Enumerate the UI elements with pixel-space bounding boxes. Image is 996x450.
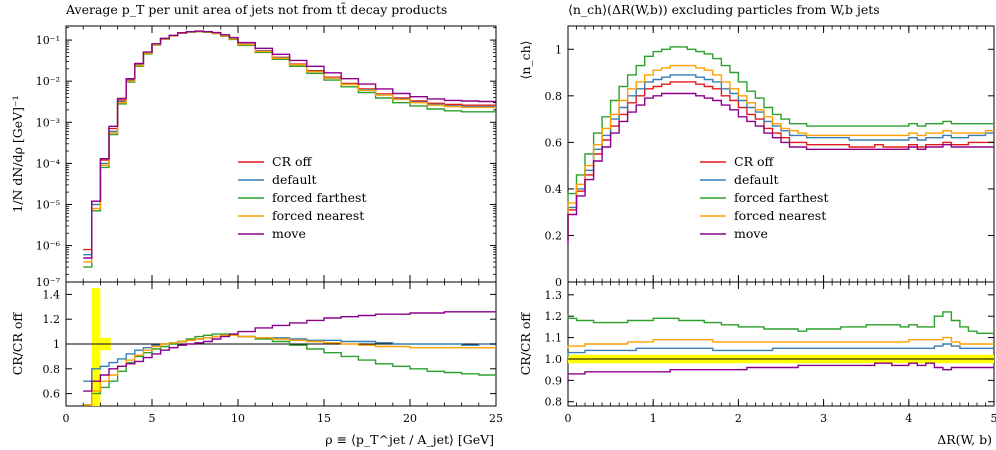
left-legend-label-forced-farthest: forced farthest	[272, 190, 366, 205]
right-main-ytick-label: 0	[555, 276, 562, 289]
right-ratio-xtick-label: 0	[565, 412, 572, 425]
left-ratio-xlabel: ρ ≡ ⟨p_T^jet / A_jet⟩ [GeV]	[325, 432, 494, 447]
right-ratio-panel: 0.8 0.9 1.0 1.1 1.2 1.3 0 1 2 3 4 5 CR/CR off ΔR(W,…	[518, 281, 996, 447]
right-ratio-series-default	[567, 343, 994, 357]
left-legend-label-forced-nearest: forced nearest	[272, 208, 364, 223]
right-ratio-xtick-label: 1	[650, 412, 657, 425]
left-main-ytick-label: 10⁻⁵	[36, 198, 60, 211]
right-ratio-xlabel: ΔR(W, b)	[937, 432, 992, 447]
right-main-ytick-label: 0.6	[545, 136, 563, 149]
right-ratio-xtick-label: 3	[820, 412, 827, 425]
right-ratio-ytick-label: 0.9	[545, 374, 563, 387]
left-main-ytick-label: 10⁻¹	[36, 34, 60, 47]
left-ratio-ytick-label: 1	[53, 338, 60, 351]
right-ratio-ylabel: CR/CR off	[518, 312, 533, 376]
left-ratio-ytick-label: 1.4	[43, 288, 61, 301]
right-ratio-ytick-label: 1.0	[545, 353, 563, 366]
right-title: ⟨n_ch⟩(ΔR(W,b)) excluding particles from…	[568, 2, 880, 17]
right-ratio-xtick-label: 2	[735, 412, 742, 425]
right-main-series-move	[567, 92, 994, 245]
right-legend-label-cr-off: CR off	[734, 154, 774, 169]
right-main-series-forced-farthest	[567, 46, 994, 234]
right-main-ylabel: ⟨n_ch⟩	[518, 40, 533, 79]
left-ratio-ytick-label: 0.6	[43, 388, 61, 401]
left-main-ytick-label: 10⁻²	[36, 75, 60, 88]
left-main-series-forced-nearest	[83, 30, 496, 263]
left-main-ytick-label: 10⁻⁴	[36, 157, 61, 170]
left-ratio-series-forced-farthest	[83, 333, 496, 406]
left-ratio-xtick-label: 25	[489, 412, 503, 425]
right-main-ytick-label: 0.2	[545, 229, 563, 242]
right-ratio-series-forced-nearest	[567, 336, 994, 349]
left-ratio-xtick-label: 20	[403, 412, 417, 425]
left-ratio-series-move	[83, 311, 496, 392]
right-main-series-forced-nearest	[567, 64, 994, 238]
left-legend-label-move: move	[272, 226, 306, 241]
left-legend-label-default: default	[272, 172, 317, 187]
left-ratio-xtick-label: 10	[231, 412, 245, 425]
left-main-ytick-label: 10⁻⁶	[36, 240, 61, 253]
right-ratio-xtick-label: 5	[991, 412, 996, 425]
right-main-ytick-label: 0.4	[545, 183, 563, 196]
right-main-ytick-label: 0.8	[545, 90, 563, 103]
left-main-ytick-label: 10⁻⁷	[36, 276, 61, 289]
left-ratio-series-forced-nearest	[83, 334, 496, 406]
right-ratio-ytick-label: 1.3	[545, 289, 563, 302]
right-legend: CR off default forced farthest forced neare…	[700, 154, 828, 241]
left-ratio-ytick-label: 1.2	[43, 313, 61, 326]
left-ratio-xtick-label: 15	[317, 412, 331, 425]
left-main-panel: 10⁻⁷ 10⁻⁶ 10⁻⁵ 10⁻⁴ 10⁻³ 10⁻² 10⁻¹ 1/N dN/dρ […	[10, 25, 497, 289]
right-ratio-xtick-label: 4	[905, 412, 912, 425]
right-ratio-ytick-label: 1.2	[545, 310, 563, 323]
left-ratio-ytick-label: 0.8	[43, 363, 61, 376]
left-legend: CR off default forced farthest forced neare…	[238, 154, 366, 241]
right-ratio-series-forced-farthest	[567, 311, 994, 334]
right-main-frame	[567, 25, 995, 283]
right-legend-label-forced-nearest: forced nearest	[734, 208, 826, 223]
right-legend-label-move: move	[734, 226, 768, 241]
right-ratio-ytick-label: 1.1	[545, 332, 563, 345]
left-ratio-ylabel: CR/CR off	[10, 312, 25, 376]
left-main-ylabel: 1/N dN/dρ [GeV]⁻¹	[10, 95, 25, 212]
right-ratio-ytick-label: 0.8	[545, 396, 563, 409]
left-ratio-xtick-label: 0	[63, 412, 70, 425]
left-main-ytick-label: 10⁻³	[36, 116, 60, 129]
left-title: Average p_T per unit area of jets not fr…	[65, 1, 447, 17]
left-main-series-move	[83, 30, 496, 259]
right-ratio-frame	[567, 281, 995, 407]
right-main-panel: 0 0.2 0.4 0.6 0.8 1 ⟨n_ch⟩ CR off default force…	[518, 25, 995, 289]
right-main-ytick-label: 1	[555, 43, 562, 56]
right-legend-label-forced-farthest: forced farthest	[734, 190, 828, 205]
left-legend-label-cr-off: CR off	[272, 154, 312, 169]
right-ratio-series-move	[567, 362, 994, 383]
right-legend-label-default: default	[734, 172, 779, 187]
left-ratio-xtick-label: 5	[149, 412, 156, 425]
left-ratio-uncertainty-band	[91, 288, 101, 406]
left-ratio-panel: 0.6 0.8 1 1.2 1.4 0 5 10 15 20 25 CR/CR off ρ ≡ ⟨p…	[10, 281, 503, 447]
